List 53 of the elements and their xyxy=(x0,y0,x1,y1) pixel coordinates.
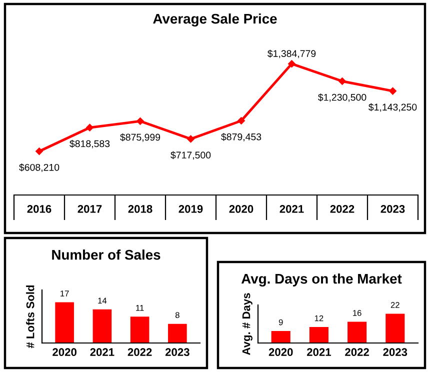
point xyxy=(389,87,396,95)
data-label: $875,999 xyxy=(120,133,160,142)
point xyxy=(288,60,296,68)
data-label: 8 xyxy=(175,312,180,318)
x-tick-label: 2022 xyxy=(330,205,354,213)
chart-title: Average Sale Price xyxy=(153,13,277,27)
x-tick-label: 2021 xyxy=(90,348,114,356)
y-axis-title: Avg. # Days xyxy=(242,293,252,356)
x-tick-label: 2023 xyxy=(380,205,405,213)
bar xyxy=(348,322,367,343)
point xyxy=(338,78,346,85)
bar xyxy=(386,314,405,343)
chart-title: Number of Sales xyxy=(52,250,160,260)
x-tick-label: 2022 xyxy=(345,348,369,356)
bar xyxy=(55,302,74,343)
bar xyxy=(309,327,328,343)
bar xyxy=(168,324,187,343)
x-tick-label: 2020 xyxy=(268,348,293,356)
x-tick-label: 2023 xyxy=(383,348,408,356)
point xyxy=(238,117,245,124)
x-tick-label: 2017 xyxy=(78,205,102,213)
data-label: 22 xyxy=(390,302,400,308)
point xyxy=(36,148,43,155)
x-tick-label: 2020 xyxy=(229,205,254,213)
data-label: $1,230,500 xyxy=(318,93,366,102)
x-tick-label: 2023 xyxy=(165,348,190,356)
data-label: $717,500 xyxy=(170,151,211,160)
point xyxy=(187,135,194,143)
x-tick-label: 2018 xyxy=(128,205,152,213)
chart-title: Avg. Days on the Market xyxy=(241,273,402,287)
data-label: $879,453 xyxy=(221,132,262,142)
bar xyxy=(271,331,290,343)
data-label: 9 xyxy=(278,319,283,326)
point xyxy=(86,124,94,132)
y-axis-title: # Lofts Sold xyxy=(26,285,34,348)
data-label: 16 xyxy=(353,310,362,316)
data-label: $818,583 xyxy=(70,140,110,148)
x-tick-label: 2022 xyxy=(128,348,152,356)
bar xyxy=(92,309,112,343)
data-label: 17 xyxy=(60,290,69,296)
x-tick-label: 2020 xyxy=(52,348,76,356)
data-label: $1,384,779 xyxy=(268,50,316,58)
data-label: $1,143,250 xyxy=(368,103,417,112)
point xyxy=(136,117,144,125)
data-label: 14 xyxy=(98,298,107,304)
data-label: 12 xyxy=(314,315,324,322)
data-label: 11 xyxy=(136,304,144,311)
x-tick-label: 2016 xyxy=(27,205,52,213)
data-label: $608,210 xyxy=(19,164,60,172)
x-tick-label: 2021 xyxy=(306,348,332,356)
bar xyxy=(130,316,150,343)
x-tick-label: 2021 xyxy=(280,205,304,213)
x-tick-label: 2019 xyxy=(178,205,203,213)
